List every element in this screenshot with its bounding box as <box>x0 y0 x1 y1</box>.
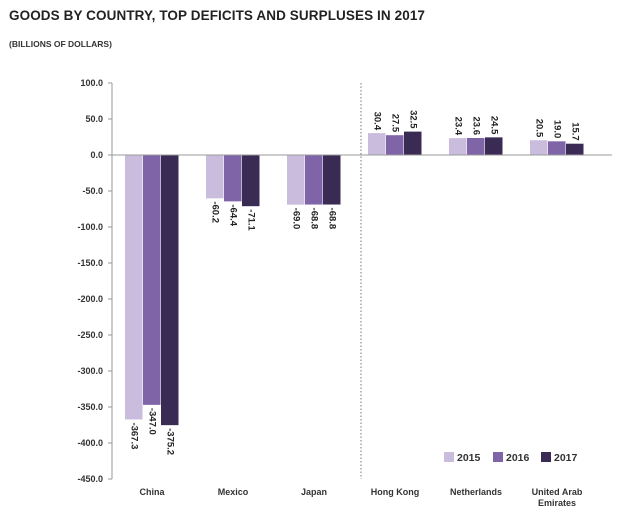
y-tick-label: 100.0 <box>80 78 103 88</box>
chart-title: GOODS BY COUNTRY, TOP DEFICITS AND SURPL… <box>9 8 426 23</box>
legend-swatch-2016 <box>493 452 503 462</box>
category-label: Netherlands <box>450 487 502 497</box>
y-tick-label: -100.0 <box>77 222 103 232</box>
data-label: 24.5 <box>488 116 499 135</box>
bar-2016 <box>467 138 485 155</box>
legend-swatch-2017 <box>541 452 551 462</box>
category-label-line: Emirates <box>538 498 576 508</box>
data-label: 19.0 <box>551 120 562 139</box>
bar-2017 <box>404 131 422 155</box>
data-label: -60.2 <box>209 201 220 223</box>
y-tick-label: -250.0 <box>77 330 103 340</box>
data-label: -375.2 <box>164 428 175 455</box>
bar-2015 <box>125 155 143 420</box>
data-label: -64.4 <box>227 204 238 226</box>
bar-2017 <box>566 143 584 155</box>
data-label: 15.7 <box>569 122 580 141</box>
bar-2015 <box>368 133 386 155</box>
y-tick-label: -400.0 <box>77 438 103 448</box>
category-label-line: Japan <box>301 487 327 497</box>
bar-2016 <box>305 155 323 205</box>
data-label: 20.5 <box>533 119 544 138</box>
data-label: -68.8 <box>308 208 319 230</box>
legend-label: 2016 <box>506 452 530 464</box>
bar-2017 <box>323 155 341 205</box>
bar-2016 <box>548 141 566 155</box>
data-label: 30.4 <box>371 112 382 131</box>
legend-label: 2017 <box>554 452 578 464</box>
category-label: China <box>139 487 165 497</box>
data-label: -367.3 <box>128 422 139 449</box>
chart-subtitle: (BILLIONS OF DOLLARS) <box>9 39 112 49</box>
y-tick-label: 0.0 <box>90 150 103 160</box>
data-label: 23.4 <box>452 117 463 136</box>
bar-2017 <box>161 155 179 426</box>
bar-2015 <box>206 155 224 199</box>
category-label: Hong Kong <box>371 487 420 497</box>
data-label: -69.0 <box>290 208 301 230</box>
y-tick-label: -450.0 <box>77 474 103 484</box>
bar-2016 <box>224 155 242 202</box>
bar-2015 <box>449 138 467 155</box>
data-label: 27.5 <box>389 114 400 133</box>
data-label: -68.8 <box>326 208 337 230</box>
category-label-line: Hong Kong <box>371 487 420 497</box>
category-label-line: Mexico <box>218 487 249 497</box>
bar-2016 <box>143 155 161 405</box>
y-tick-label: -300.0 <box>77 366 103 376</box>
bar-2015 <box>530 140 548 155</box>
category-label: United Arab Emirates <box>532 487 583 508</box>
bar-2017 <box>242 155 260 207</box>
bar-2016 <box>386 135 404 155</box>
category-label: Japan <box>301 487 327 497</box>
y-tick-label: -200.0 <box>77 294 103 304</box>
category-label: Mexico <box>218 487 249 497</box>
bar-2017 <box>485 137 503 155</box>
y-tick-label: -350.0 <box>77 402 103 412</box>
y-tick-label: 50.0 <box>85 114 103 124</box>
bar-2015 <box>287 155 305 205</box>
legend-label: 2015 <box>457 452 481 464</box>
category-label-line: Netherlands <box>450 487 502 497</box>
data-label: 32.5 <box>407 110 418 129</box>
y-tick-label: -50.0 <box>82 186 103 196</box>
data-label: -71.1 <box>245 209 256 231</box>
category-label-line: United Arab <box>532 487 583 497</box>
data-label: -347.0 <box>146 408 157 435</box>
y-tick-label: -150.0 <box>77 258 103 268</box>
data-label: 23.6 <box>470 117 481 136</box>
category-label-line: China <box>139 487 165 497</box>
legend-swatch-2015 <box>444 452 454 462</box>
